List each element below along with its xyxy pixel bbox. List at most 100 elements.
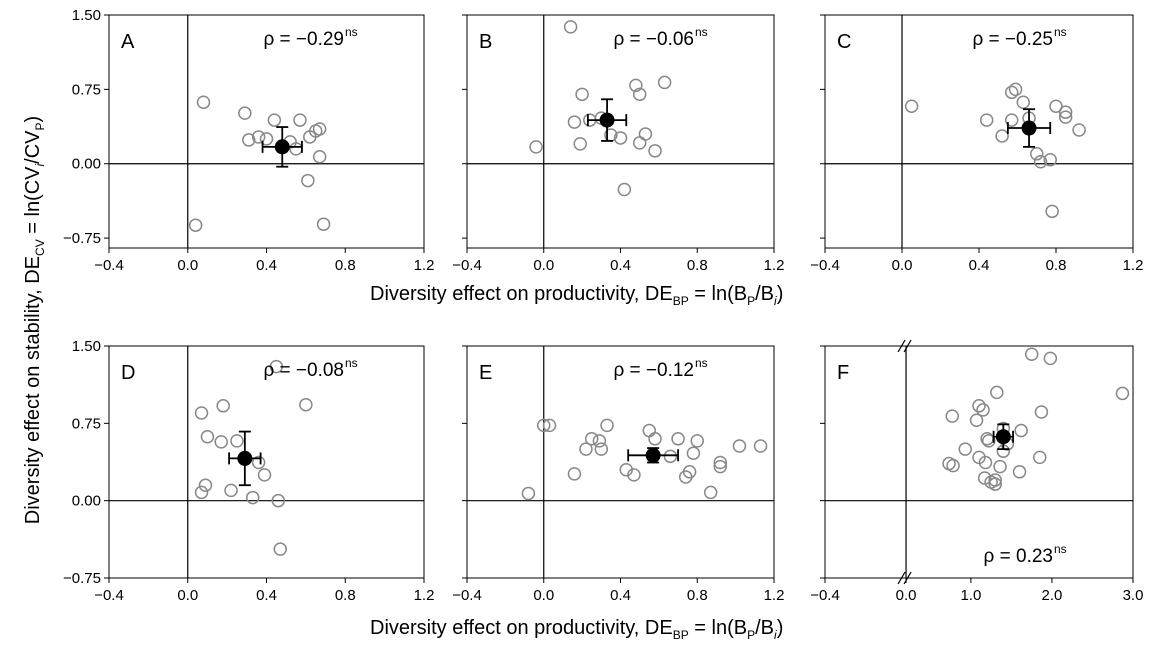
x-axis-title-bottom: Diversity effect on productivity, DEBP =…	[370, 617, 784, 642]
data-point	[958, 442, 972, 456]
x-tick-label: 0.8	[1046, 257, 1067, 274]
data-point	[988, 473, 1002, 487]
panel-letter: F	[837, 362, 849, 384]
x-tick-label: 1.2	[414, 587, 435, 604]
data-point	[1058, 105, 1073, 119]
panel-letter: C	[837, 31, 851, 53]
rho-significance: ns	[345, 356, 358, 370]
data-point	[563, 20, 578, 34]
x-tick-label: −0.4	[452, 257, 482, 274]
data-point	[969, 413, 984, 427]
data-point	[617, 182, 632, 197]
data-point	[567, 115, 582, 129]
y-tick-label: −0.75	[63, 570, 101, 587]
x-tick-label: 0.8	[687, 587, 708, 604]
data-point	[642, 423, 657, 438]
x-tick-label: 0.0	[533, 257, 554, 274]
rho-significance: ns	[345, 25, 358, 39]
data-point	[686, 446, 701, 460]
data-point	[230, 434, 244, 448]
x-tick-label: 3.0	[1123, 587, 1144, 604]
data-point	[242, 133, 256, 147]
x-tick-label: −0.4	[810, 587, 840, 604]
data-point	[1043, 153, 1057, 167]
x-tick-label: 0.8	[687, 257, 708, 274]
data-point	[671, 432, 685, 446]
y-tick-label: 0.00	[72, 156, 101, 173]
mean-point	[1021, 120, 1037, 136]
data-point	[703, 485, 718, 500]
data-point	[529, 140, 543, 154]
data-point	[713, 459, 728, 474]
data-point	[1045, 204, 1059, 219]
data-point	[216, 399, 230, 413]
data-point	[269, 359, 284, 374]
data-point	[238, 106, 252, 120]
x-tick-label: 1.0	[960, 587, 981, 604]
data-point	[976, 403, 990, 417]
x-tick-label: 0.0	[177, 587, 198, 604]
panel-D: −0.4 0.0 0.4 0.8 1.2 −0.75 0.00 0.75 1.50 D ρ = −0…	[63, 338, 434, 604]
data-point	[648, 144, 662, 158]
mean-point	[274, 139, 290, 155]
data-point	[312, 122, 327, 136]
x-tick-label: 0.0	[892, 257, 913, 274]
panel-A: −0.4 0.0 0.4 0.8 1.2 −0.75 0.00 0.75 1.50 A ρ = −0…	[63, 7, 434, 274]
data-point	[200, 429, 215, 444]
data-point	[632, 136, 647, 150]
data-point	[293, 113, 307, 127]
rho-significance: ns	[695, 25, 708, 39]
x-tick-label: 0.4	[969, 257, 990, 274]
panel-letter: D	[121, 362, 135, 384]
data-point	[1030, 147, 1044, 161]
data-point	[632, 87, 647, 102]
rho-significance: ns	[695, 356, 708, 370]
data-point	[198, 478, 213, 492]
data-point	[567, 467, 582, 481]
x-tick-label: −0.4	[452, 587, 482, 604]
panel-C: −0.4 0.0 0.4 0.8 1.2 C ρ = −0.25 ns	[810, 14, 1143, 274]
data-point	[521, 486, 536, 501]
axis-break-mark	[903, 339, 912, 353]
data-point	[946, 458, 960, 473]
data-point	[1115, 386, 1130, 401]
data-point	[592, 434, 607, 448]
data-point	[904, 99, 919, 113]
data-point	[251, 130, 266, 144]
data-point	[1034, 405, 1049, 419]
panel-F: −0.4 0.0 1.0 2.0 3.0 Fρ = 0.23 ns	[810, 339, 1144, 604]
data-point	[194, 485, 209, 500]
mean-point	[645, 447, 661, 463]
data-point	[542, 418, 557, 433]
data-point	[573, 137, 587, 151]
x-tick-label: −0.4	[94, 587, 124, 604]
mean-point	[237, 450, 253, 466]
data-point	[312, 150, 327, 164]
data-point	[945, 409, 960, 423]
data-point	[1012, 465, 1027, 479]
data-point	[1049, 99, 1063, 113]
panel-letter: B	[479, 31, 492, 53]
mean-point	[599, 112, 615, 128]
data-point	[988, 477, 1002, 491]
data-point	[575, 87, 589, 102]
data-point	[1004, 113, 1019, 127]
data-point	[682, 465, 697, 479]
data-point	[245, 490, 260, 505]
data-point	[1024, 347, 1039, 361]
data-point	[979, 113, 994, 127]
data-point	[627, 468, 641, 482]
x-tick-label: 1.2	[764, 587, 785, 604]
data-point	[1033, 450, 1047, 465]
data-point	[648, 432, 662, 446]
x-tick-label: 1.2	[414, 257, 435, 274]
data-point	[584, 432, 599, 446]
data-point	[1008, 82, 1023, 97]
data-point	[1004, 85, 1019, 100]
x-tick-label: 0.0	[896, 587, 917, 604]
data-point	[1072, 123, 1086, 137]
y-tick-label: 0.75	[72, 81, 101, 98]
x-tick-label: 0.0	[533, 587, 554, 604]
data-point	[259, 132, 274, 146]
data-point	[257, 468, 272, 482]
